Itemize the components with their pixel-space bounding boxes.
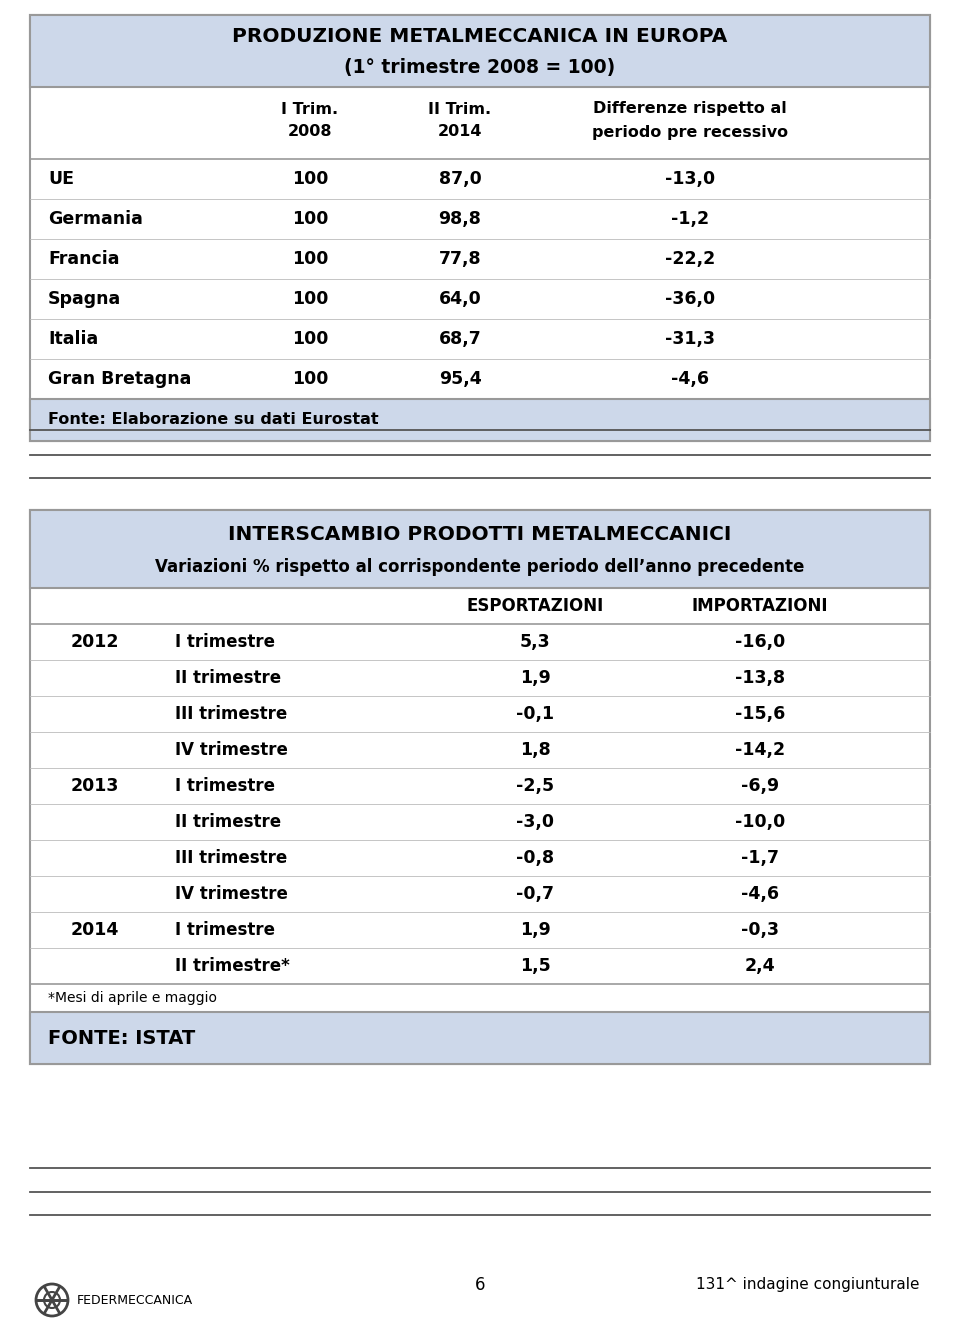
Text: 1,5: 1,5 <box>519 957 550 975</box>
Text: periodo pre recessivo: periodo pre recessivo <box>592 124 788 139</box>
Bar <box>30 509 930 588</box>
Text: 100: 100 <box>292 330 328 348</box>
Text: IV trimestre: IV trimestre <box>175 741 288 759</box>
Text: FONTE: ISTAT: FONTE: ISTAT <box>48 1028 195 1047</box>
Text: IV trimestre: IV trimestre <box>175 885 288 902</box>
Text: -10,0: -10,0 <box>734 813 785 832</box>
Text: 2014: 2014 <box>71 921 119 939</box>
Text: Italia: Italia <box>48 330 98 348</box>
Text: I Trim.: I Trim. <box>281 102 339 116</box>
Text: Francia: Francia <box>48 250 119 267</box>
Bar <box>30 15 930 441</box>
Text: 98,8: 98,8 <box>439 210 481 229</box>
Text: 100: 100 <box>292 250 328 267</box>
Text: -0,3: -0,3 <box>741 921 779 939</box>
Text: *Mesi di aprile e maggio: *Mesi di aprile e maggio <box>48 991 217 1005</box>
Text: -14,2: -14,2 <box>735 741 785 759</box>
Text: -4,6: -4,6 <box>671 370 709 388</box>
Text: -13,8: -13,8 <box>735 668 785 687</box>
Text: II trimestre*: II trimestre* <box>175 957 290 975</box>
Text: Spagna: Spagna <box>48 290 121 308</box>
Text: 100: 100 <box>292 170 328 189</box>
Text: II trimestre: II trimestre <box>175 668 281 687</box>
Text: Differenze rispetto al: Differenze rispetto al <box>593 102 787 116</box>
Text: INTERSCAMBIO PRODOTTI METALMECCANICI: INTERSCAMBIO PRODOTTI METALMECCANICI <box>228 524 732 544</box>
Text: -36,0: -36,0 <box>665 290 715 308</box>
Text: (1° trimestre 2008 = 100): (1° trimestre 2008 = 100) <box>345 57 615 76</box>
Text: ESPORTAZIONI: ESPORTAZIONI <box>467 598 604 615</box>
Text: I trimestre: I trimestre <box>175 777 275 796</box>
Text: Fonte: Elaborazione su dati Eurostat: Fonte: Elaborazione su dati Eurostat <box>48 413 378 428</box>
Text: 87,0: 87,0 <box>439 170 481 189</box>
Text: 95,4: 95,4 <box>439 370 481 388</box>
Text: 2013: 2013 <box>71 777 119 796</box>
Text: -4,6: -4,6 <box>741 885 779 902</box>
Text: PRODUZIONE METALMECCANICA IN EUROPA: PRODUZIONE METALMECCANICA IN EUROPA <box>232 28 728 47</box>
Text: 1,9: 1,9 <box>519 668 550 687</box>
Bar <box>30 15 930 87</box>
Text: 2,4: 2,4 <box>745 957 776 975</box>
Text: III trimestre: III trimestre <box>175 705 287 723</box>
Text: 1,8: 1,8 <box>519 741 550 759</box>
Text: III trimestre: III trimestre <box>175 849 287 866</box>
Text: 2012: 2012 <box>71 632 119 651</box>
Text: II trimestre: II trimestre <box>175 813 281 832</box>
Text: 100: 100 <box>292 210 328 229</box>
Text: 100: 100 <box>292 370 328 388</box>
Text: 64,0: 64,0 <box>439 290 481 308</box>
Text: 2014: 2014 <box>438 124 482 139</box>
Text: 6: 6 <box>475 1275 485 1294</box>
Text: -0,7: -0,7 <box>516 885 554 902</box>
Text: 1,9: 1,9 <box>519 921 550 939</box>
Text: 131^ indagine congiunturale: 131^ indagine congiunturale <box>697 1277 920 1293</box>
Text: I trimestre: I trimestre <box>175 921 275 939</box>
Text: -15,6: -15,6 <box>734 705 785 723</box>
Bar <box>30 509 930 1064</box>
Text: Germania: Germania <box>48 210 143 229</box>
Bar <box>30 398 930 441</box>
Text: 5,3: 5,3 <box>519 632 550 651</box>
Text: Gran Bretagna: Gran Bretagna <box>48 370 191 388</box>
Text: FEDERMECCANICA: FEDERMECCANICA <box>77 1293 193 1306</box>
Text: 2008: 2008 <box>288 124 332 139</box>
Text: 68,7: 68,7 <box>439 330 481 348</box>
Text: UE: UE <box>48 170 74 189</box>
Text: -6,9: -6,9 <box>741 777 780 796</box>
Text: -31,3: -31,3 <box>665 330 715 348</box>
Text: II Trim.: II Trim. <box>428 102 492 116</box>
Text: -2,5: -2,5 <box>516 777 554 796</box>
Text: -0,8: -0,8 <box>516 849 554 866</box>
Text: -1,2: -1,2 <box>671 210 709 229</box>
Text: IMPORTAZIONI: IMPORTAZIONI <box>692 598 828 615</box>
Text: -1,7: -1,7 <box>741 849 779 866</box>
Text: -22,2: -22,2 <box>665 250 715 267</box>
Text: -13,0: -13,0 <box>665 170 715 189</box>
Text: -0,1: -0,1 <box>516 705 554 723</box>
Text: 77,8: 77,8 <box>439 250 481 267</box>
Text: I trimestre: I trimestre <box>175 632 275 651</box>
Text: 100: 100 <box>292 290 328 308</box>
Text: Variazioni % rispetto al corrispondente periodo dell’anno precedente: Variazioni % rispetto al corrispondente … <box>156 558 804 576</box>
Text: -16,0: -16,0 <box>734 632 785 651</box>
Bar <box>30 1012 930 1064</box>
Text: -3,0: -3,0 <box>516 813 554 832</box>
